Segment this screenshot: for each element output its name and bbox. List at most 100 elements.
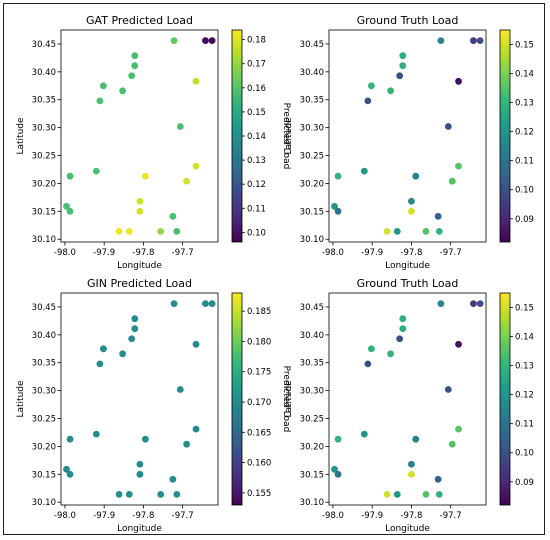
scatter-point bbox=[360, 167, 368, 175]
x-tick-label: -97.9 bbox=[93, 248, 115, 258]
scatter-point bbox=[334, 172, 342, 180]
scatter-point bbox=[99, 345, 107, 353]
y-tick-label: 30.25 bbox=[32, 415, 56, 425]
y-tick-label: 30.40 bbox=[32, 331, 56, 341]
colorbar-tick-label: 0.14 bbox=[515, 333, 534, 343]
scatter-point bbox=[387, 87, 395, 95]
x-tick-label: -97.7 bbox=[172, 511, 194, 521]
colorbar-tick-label: 0.15 bbox=[515, 304, 534, 314]
scatter-point bbox=[157, 228, 165, 235]
scatter-point bbox=[434, 475, 442, 483]
y-tick-label: 30.35 bbox=[300, 96, 324, 106]
colorbar-tick-label: 0.11 bbox=[247, 204, 266, 214]
y-tick-label: 30.25 bbox=[32, 152, 56, 162]
scatter-point bbox=[455, 340, 462, 348]
scatter-point bbox=[157, 491, 165, 498]
scatter-point bbox=[444, 123, 452, 130]
y-tick-label: 30.20 bbox=[32, 442, 56, 452]
colorbar-tick-label: 0.165 bbox=[247, 428, 271, 438]
y-tick-label: 30.45 bbox=[300, 303, 324, 313]
y-tick-label: 30.30 bbox=[300, 387, 324, 397]
scatter-point bbox=[476, 300, 484, 307]
scatter-point bbox=[99, 82, 107, 90]
scatter-point bbox=[131, 315, 139, 323]
y-tick-label: 30.10 bbox=[32, 235, 56, 245]
y-axis-label: Latitude bbox=[16, 380, 26, 418]
scatter-point bbox=[202, 37, 209, 44]
scatter-panel: GIN Predicted Load -98.0 -97.9 -97.8 -97.7 30… bbox=[16, 277, 291, 534]
y-tick-label: 30.30 bbox=[300, 124, 324, 134]
colorbar-tick-label: 0.10 bbox=[247, 228, 266, 238]
scatter-point bbox=[192, 77, 200, 85]
scatter-point bbox=[136, 470, 144, 478]
scatter-point bbox=[66, 172, 74, 180]
scatter-point bbox=[448, 177, 456, 185]
scatter-point bbox=[136, 460, 144, 468]
scatter-point bbox=[412, 172, 420, 180]
x-tick-label: -98.0 bbox=[322, 511, 344, 521]
scatter-point bbox=[115, 491, 123, 498]
colorbar bbox=[231, 29, 243, 243]
scatter-point bbox=[66, 435, 74, 443]
scatter-point bbox=[399, 62, 407, 70]
y-tick-label: 30.40 bbox=[300, 68, 324, 78]
colorbar-tick-label: 0.14 bbox=[515, 70, 534, 80]
x-axis-label: Longitude bbox=[385, 261, 430, 271]
x-axis-label: Longitude bbox=[385, 524, 430, 534]
scatter-point bbox=[383, 491, 391, 498]
scatter-point bbox=[435, 491, 443, 498]
scatter-point bbox=[208, 37, 216, 44]
scatter-point bbox=[437, 300, 445, 307]
scatter-point bbox=[364, 360, 372, 368]
scatter-point bbox=[125, 491, 133, 498]
scatter-point bbox=[192, 340, 200, 348]
scatter-point bbox=[408, 207, 415, 215]
chart-title: Ground Truth Load bbox=[357, 14, 459, 27]
y-tick-label: 30.40 bbox=[300, 331, 324, 341]
y-tick-label: 30.35 bbox=[32, 96, 56, 106]
y-tick-label: 30.25 bbox=[300, 152, 324, 162]
y-tick-label: 30.35 bbox=[32, 359, 56, 369]
x-tick-label: -97.9 bbox=[93, 511, 115, 521]
scatter-point bbox=[476, 37, 484, 44]
y-tick-label: 30.20 bbox=[300, 442, 324, 452]
colorbar-tick-label: 0.16 bbox=[247, 84, 266, 94]
x-tick-label: -97.8 bbox=[132, 511, 154, 521]
colorbar-tick-label: 0.12 bbox=[515, 128, 534, 138]
colorbar-tick-label: 0.11 bbox=[515, 420, 534, 430]
scatter-point bbox=[367, 345, 375, 353]
scatter-point bbox=[434, 212, 442, 220]
y-tick-label: 30.10 bbox=[300, 235, 324, 245]
colorbar bbox=[499, 292, 511, 506]
colorbar-tick-label: 0.17 bbox=[247, 60, 266, 70]
y-tick-label: 30.20 bbox=[32, 179, 56, 189]
scatter-point bbox=[119, 350, 127, 358]
scatter-point bbox=[136, 207, 144, 215]
scatter-point bbox=[399, 325, 407, 333]
y-tick-label: 30.10 bbox=[300, 498, 324, 508]
scatter-point bbox=[470, 37, 477, 44]
scatter-point bbox=[202, 300, 209, 307]
scatter-point bbox=[131, 62, 139, 70]
colorbar-tick-label: 0.09 bbox=[515, 215, 534, 225]
colorbar-tick-label: 0.09 bbox=[515, 478, 534, 488]
colorbar-tick-label: 0.13 bbox=[515, 99, 534, 109]
y-tick-label: 30.45 bbox=[32, 40, 56, 50]
scatter-point bbox=[393, 228, 401, 235]
colorbar-tick-label: 0.12 bbox=[247, 180, 266, 190]
scatter-point bbox=[334, 470, 342, 478]
scatter-point bbox=[408, 470, 415, 478]
scatter-point bbox=[170, 300, 178, 307]
y-tick-label: 30.15 bbox=[32, 207, 56, 217]
colorbar-label: Predicted Load bbox=[281, 366, 291, 433]
scatter-point bbox=[170, 37, 178, 44]
scatter-panel: Ground Truth Load -98.0 -97.9 -97.8 -97.7 30.… bbox=[284, 14, 550, 271]
scatter-point bbox=[128, 335, 136, 343]
y-tick-label: 30.45 bbox=[300, 40, 324, 50]
scatter-point bbox=[63, 465, 70, 473]
x-tick-label: -98.0 bbox=[54, 511, 76, 521]
x-tick-label: -97.8 bbox=[400, 511, 422, 521]
colorbar-tick-label: 0.13 bbox=[515, 362, 534, 372]
colorbar bbox=[499, 29, 511, 243]
y-tick-label: 30.35 bbox=[300, 359, 324, 369]
